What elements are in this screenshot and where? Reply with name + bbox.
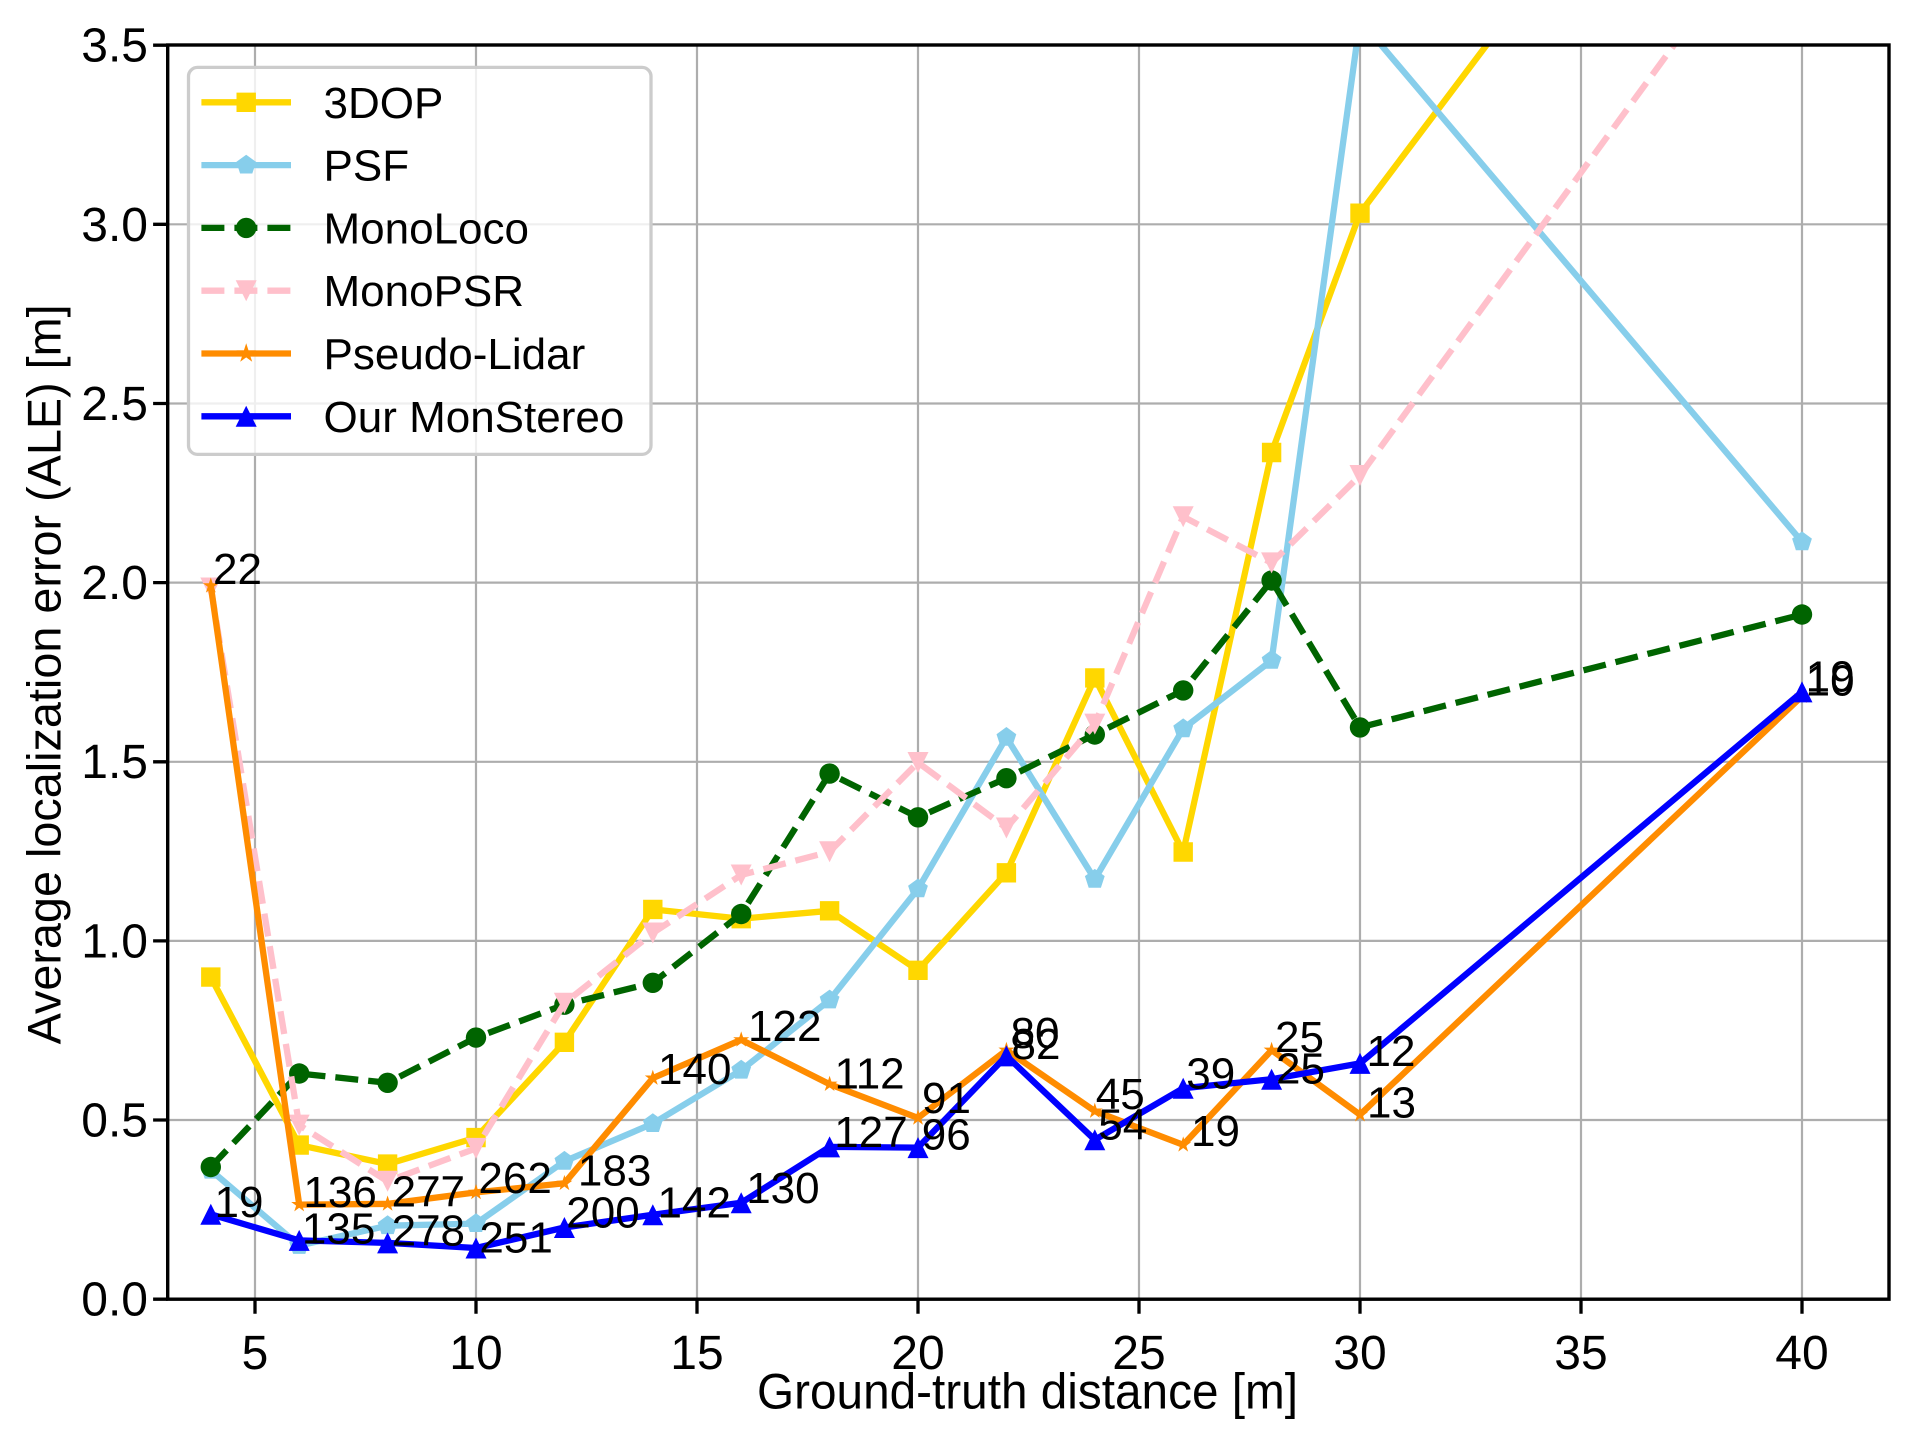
svg-text:251: 251 xyxy=(479,1213,552,1262)
svg-text:140: 140 xyxy=(658,1045,731,1094)
svg-text:MonoPSR: MonoPSR xyxy=(324,267,525,316)
svg-text:130: 130 xyxy=(746,1164,819,1213)
svg-text:5: 5 xyxy=(242,1327,269,1380)
svg-text:3.0: 3.0 xyxy=(81,199,148,252)
svg-text:82: 82 xyxy=(1012,1020,1061,1069)
svg-text:3.5: 3.5 xyxy=(81,20,148,73)
svg-text:1.5: 1.5 xyxy=(81,736,148,789)
svg-text:39: 39 xyxy=(1186,1050,1235,1099)
svg-text:0.5: 0.5 xyxy=(81,1095,148,1148)
svg-text:25: 25 xyxy=(1276,1045,1325,1094)
svg-text:Ground-truth distance [m]: Ground-truth distance [m] xyxy=(757,1364,1298,1420)
svg-text:2.5: 2.5 xyxy=(81,378,148,431)
svg-text:25: 25 xyxy=(1112,1327,1165,1380)
svg-text:54: 54 xyxy=(1098,1101,1147,1150)
svg-text:Our MonStereo: Our MonStereo xyxy=(324,393,625,442)
svg-text:10: 10 xyxy=(1806,657,1855,706)
svg-text:135: 135 xyxy=(302,1205,375,1254)
svg-text:127: 127 xyxy=(834,1108,907,1157)
svg-text:12: 12 xyxy=(1367,1027,1416,1076)
svg-text:19: 19 xyxy=(1191,1107,1240,1156)
svg-text:45: 45 xyxy=(1096,1070,1145,1119)
svg-text:96: 96 xyxy=(922,1111,971,1160)
svg-text:262: 262 xyxy=(478,1154,551,1203)
svg-text:183: 183 xyxy=(578,1147,651,1196)
svg-text:136: 136 xyxy=(303,1168,376,1217)
svg-text:1.0: 1.0 xyxy=(81,915,148,968)
svg-text:25: 25 xyxy=(1275,1013,1324,1062)
svg-text:277: 277 xyxy=(392,1168,465,1217)
svg-text:200: 200 xyxy=(566,1189,639,1238)
svg-text:2.0: 2.0 xyxy=(81,557,148,610)
svg-text:19: 19 xyxy=(215,1178,264,1227)
svg-text:19: 19 xyxy=(1806,653,1855,702)
svg-text:40: 40 xyxy=(1775,1327,1828,1380)
svg-text:3DOP: 3DOP xyxy=(324,79,444,128)
svg-text:0.0: 0.0 xyxy=(81,1274,148,1327)
svg-text:122: 122 xyxy=(748,1002,821,1051)
svg-text:22: 22 xyxy=(213,545,262,594)
svg-text:Average localization error (AL: Average localization error (ALE) [m] xyxy=(18,304,71,1044)
svg-text:112: 112 xyxy=(835,1050,905,1099)
svg-text:20: 20 xyxy=(891,1327,944,1380)
svg-text:10: 10 xyxy=(449,1327,502,1380)
svg-text:35: 35 xyxy=(1554,1327,1607,1380)
svg-text:Pseudo-Lidar: Pseudo-Lidar xyxy=(324,330,586,379)
svg-text:278: 278 xyxy=(392,1207,465,1256)
svg-text:30: 30 xyxy=(1333,1327,1386,1380)
svg-text:13: 13 xyxy=(1367,1079,1416,1128)
svg-text:15: 15 xyxy=(670,1327,723,1380)
svg-text:MonoLoco: MonoLoco xyxy=(324,204,529,253)
svg-text:142: 142 xyxy=(658,1179,731,1228)
svg-text:PSF: PSF xyxy=(324,142,410,191)
svg-text:80: 80 xyxy=(1011,1009,1060,1058)
svg-text:91: 91 xyxy=(922,1074,971,1123)
